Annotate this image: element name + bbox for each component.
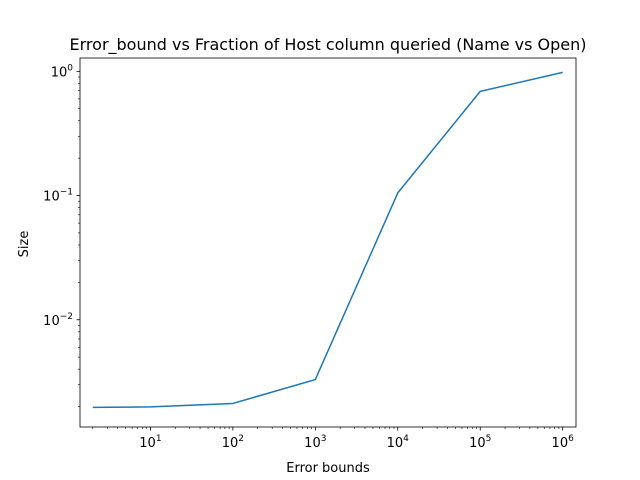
plot-frame [79,57,577,428]
plot-area [79,57,577,428]
x-axis-label: Error bounds [286,461,370,476]
x-tick-label: 101 [139,434,161,451]
x-tick-label: 104 [387,434,410,451]
x-tick-label: 106 [552,434,575,451]
y-tick-label: 10−2 [43,312,73,329]
x-tick-label: 103 [304,434,326,451]
x-axis-ticks: 101 102 103 104 105 106 [92,427,575,451]
x-tick-label: 102 [222,434,244,451]
y-axis-label: Size [17,231,32,258]
chart-title: Error_bound vs Fraction of Host column q… [70,35,587,55]
series-line-0 [92,71,563,409]
x-tick-label: 105 [469,434,491,451]
y-axis-ticks: 10−2 10−1 100 [43,63,80,407]
y-tick-label: 10−1 [43,188,73,205]
y-tick-label: 100 [51,63,74,80]
